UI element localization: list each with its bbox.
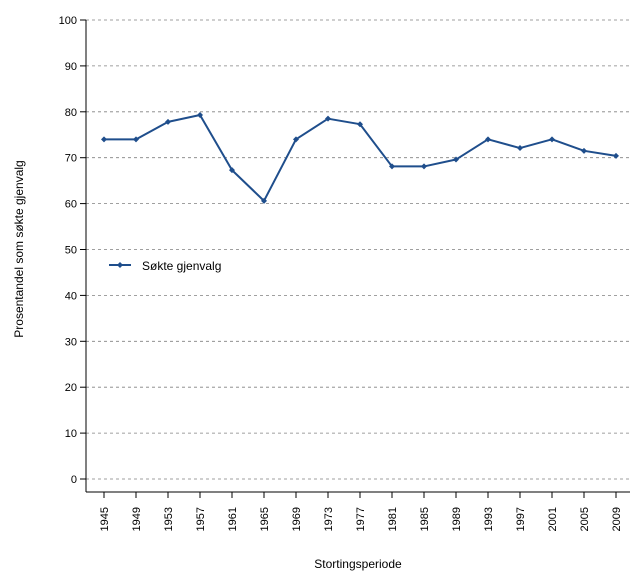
x-axis-title: Stortingsperiode (314, 557, 402, 571)
data-point (389, 163, 395, 170)
x-tick-label: 1961 (227, 507, 239, 531)
data-point (165, 118, 171, 125)
series-line (104, 114, 617, 202)
data-point (133, 136, 139, 143)
data-point (549, 136, 555, 143)
y-tick-label: 40 (65, 290, 77, 302)
x-tick-label: 1977 (355, 507, 367, 531)
y-axis-ticks: 0 10 20 30 40 50 60 70 80 90 100 (59, 15, 86, 486)
x-tick-label: 1965 (259, 507, 271, 531)
x-tick-label: 1957 (195, 507, 207, 531)
legend: Søkte gjenvalg (109, 259, 221, 273)
x-tick-label: 1985 (419, 507, 431, 531)
data-point (101, 136, 107, 143)
data-point (453, 156, 459, 163)
data-point (229, 167, 235, 174)
x-tick-label: 1989 (451, 507, 463, 531)
y-tick-label: 50 (65, 245, 77, 257)
y-axis-title: Prosentandel som søkte gjenvalg (12, 160, 26, 337)
y-tick-label: 70 (65, 153, 77, 165)
x-tick-label: 1973 (323, 507, 335, 531)
data-point (293, 136, 299, 143)
x-tick-label: 1953 (163, 507, 175, 531)
y-tick-label: 0 (71, 474, 77, 486)
y-tick-label: 100 (59, 15, 77, 27)
y-tick-label: 10 (65, 428, 77, 440)
y-tick-label: 60 (65, 199, 77, 211)
y-tick-label: 30 (65, 336, 77, 348)
data-point (485, 136, 491, 143)
x-tick-label: 1969 (291, 507, 303, 531)
x-tick-label: 1997 (515, 507, 527, 531)
data-point (421, 163, 427, 170)
data-point (261, 197, 267, 204)
x-tick-label: 2009 (611, 507, 623, 531)
x-tick-label: 1993 (483, 507, 495, 531)
x-axis-ticks: 1945 1949 1953 1957 1961 1965 1969 1973 1977 1981… (99, 492, 623, 531)
series-layer (101, 112, 619, 204)
x-tick-label: 1945 (99, 507, 111, 531)
x-tick-label: 2005 (579, 507, 591, 531)
data-point (325, 115, 331, 122)
data-point (357, 121, 363, 128)
data-point (613, 152, 619, 159)
y-tick-label: 90 (65, 61, 77, 73)
y-tick-label: 20 (65, 382, 77, 394)
gridlines (86, 19, 630, 480)
legend-marker-icon (117, 262, 123, 268)
y-tick-label: 80 (65, 107, 77, 119)
x-tick-label: 2001 (547, 507, 559, 531)
legend-label: Søkte gjenvalg (142, 259, 221, 273)
x-tick-label: 1949 (131, 507, 143, 531)
data-point (581, 147, 587, 154)
x-tick-label: 1981 (387, 507, 399, 531)
data-point (517, 145, 523, 152)
data-point (197, 112, 203, 119)
